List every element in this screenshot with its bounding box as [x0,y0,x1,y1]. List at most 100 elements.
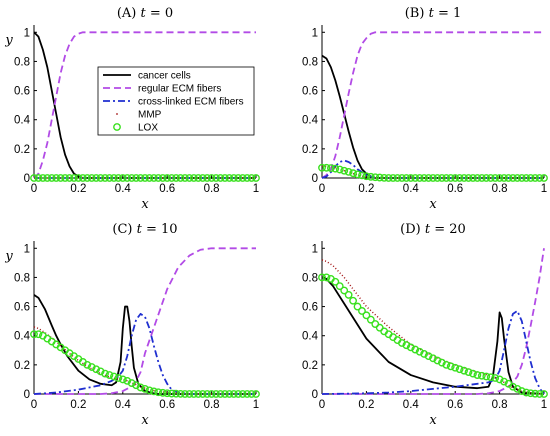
data-point-lox [238,174,247,182]
x-tick-label: 1 [541,399,547,411]
y-tick-label: 1 [312,243,318,255]
series-lox [318,163,548,182]
data-point-lox [322,163,331,172]
data-point-lox [318,163,326,172]
x-tick-label: 0.4 [115,183,132,195]
y-tick-label: 0.2 [14,360,30,372]
series-crosslinked [321,310,545,395]
data-point-lox [118,375,127,384]
data-point-lox [371,173,380,182]
y-tick-label: 0.6 [302,302,318,314]
data-point-lox [149,387,158,396]
data-point-lox [509,382,517,391]
data-point-lox [132,174,141,182]
y-tick-label: 0.8 [302,56,318,68]
x-tick-label: 1 [253,399,259,411]
series-lox [30,174,260,182]
data-point-lox [123,174,132,182]
data-point-lox [398,339,406,347]
series-line-regular [33,31,256,179]
panel-title-label: (D) [400,222,425,237]
y-tick-label: 0.6 [14,302,30,314]
y-tick-label: 1 [24,243,30,255]
y-tick-label: 0.4 [14,115,31,127]
data-point-lox [415,174,424,182]
data-point-lox [189,174,198,182]
data-point-lox [331,164,340,173]
panel-title-value: = 1 [434,6,461,21]
data-point-lox [460,174,468,182]
x-tick-label: 0.6 [447,183,463,195]
data-point-lox [473,174,482,182]
data-point-lox [446,362,455,371]
series-lox [30,330,260,398]
data-point-lox [380,173,389,182]
data-point-lox [185,174,194,182]
data-point-lox [526,389,535,398]
series-mmp [321,259,545,395]
data-point-lox [500,174,508,182]
data-point-lox [216,174,225,182]
data-point-lox [163,174,172,182]
data-point-lox [163,389,172,398]
y-axis-label: y [4,249,13,264]
data-point-lox [216,390,225,398]
y-tick-label: 0 [312,173,318,185]
data-point-lox [158,388,167,397]
data-point-lox [340,166,349,175]
x-tick-label: 0 [319,183,325,195]
x-tick-label: 0.4 [403,183,420,195]
x-tick-label: 0 [31,183,37,195]
data-point-lox [87,174,96,182]
series-line-mmp [33,326,256,395]
y-tick-label: 0.2 [14,144,30,156]
x-tick-label: 0.8 [492,399,508,411]
data-point-lox [331,277,340,286]
panel-title-label: (B) [405,6,429,21]
data-point-lox [127,174,136,182]
data-point-lox [252,174,260,182]
data-point-lox [517,174,526,182]
data-point-lox [238,390,247,398]
panel-title-label: (C) [112,222,136,237]
panel-a: (A) t = 0 0 0.2 0.4 0.6 0.8 1 0 0.2 0.4 0.6 0.8 1 x y [4,6,260,212]
data-point-lox [362,311,371,320]
data-point-lox [424,174,433,182]
data-point-lox [393,174,402,182]
data-point-lox [477,174,486,182]
series-line-cancer [33,294,256,395]
panel-title-value: = 20 [430,222,466,237]
panel-c: (C) t = 10 0 0.2 0.4 0.6 0.8 1 0 0.2 0.4 0.6 0.8 1 x y [4,222,260,428]
legend-label: regular ECM fibers [138,84,221,95]
data-point-lox [114,174,123,182]
data-point-lox [522,174,531,182]
data-point-lox [225,174,234,182]
x-tick-label: 0 [319,399,325,411]
data-point-lox [433,356,442,365]
data-point-lox [83,174,92,182]
data-point-lox [243,390,252,398]
data-point-lox [136,383,145,392]
data-point-lox [47,174,56,182]
data-point-lox [429,174,437,182]
legend-label: MMP [138,110,162,121]
data-point-lox [455,174,464,182]
data-point-lox [243,174,252,182]
data-point-lox [185,390,194,398]
data-point-lox [154,174,163,182]
data-point-lox [384,174,393,182]
data-point-lox [362,172,371,181]
data-point-lox [455,365,464,374]
legend-marker-mmp [116,113,118,115]
data-point-lox [437,174,446,182]
x-tick-label: 0.2 [70,399,86,411]
data-point-lox [402,341,411,350]
data-point-lox [234,174,243,182]
series-line-crosslinked [33,312,256,395]
y-tick-label: 0 [312,389,318,401]
y-tick-label: 0 [24,173,30,185]
x-tick-label: 0.2 [70,183,86,195]
series-mmp [33,326,256,395]
panel-title: (B) t = 1 [405,6,462,21]
data-point-lox [486,373,495,382]
